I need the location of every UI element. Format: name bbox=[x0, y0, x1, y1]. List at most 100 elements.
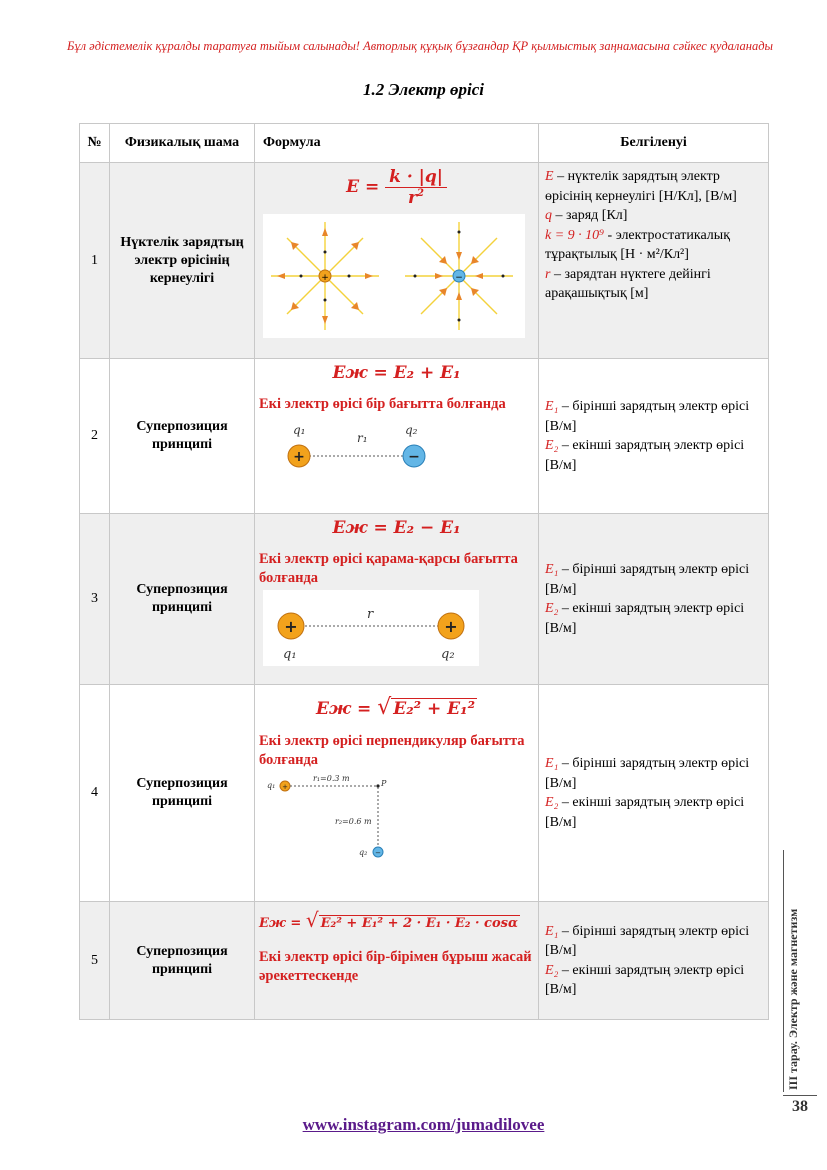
quantity-name: Нүктелік зарядтың электр өрісінің кернеу… bbox=[109, 162, 255, 359]
formula-lhs: Eж = bbox=[259, 916, 302, 931]
notation-cell: E₁ – бірінші зарядтың электр өрісі [В/м]… bbox=[538, 684, 769, 902]
symbol: E₂ bbox=[545, 438, 559, 453]
notation-text: – екінші зарядтың электр өрісі [В/м] bbox=[545, 438, 745, 473]
label-r2: r₂=0.6 m bbox=[335, 817, 372, 826]
label-q2: q₂ bbox=[359, 848, 367, 857]
section-title: 1.2 Электр өрісі bbox=[362, 80, 485, 99]
plus-sign: + bbox=[444, 617, 457, 636]
plus-sign: + bbox=[282, 783, 288, 791]
condition-note: Екі электр өрісі бір бағытта болғанда bbox=[259, 396, 506, 412]
notation-text: - электростатикалық тұрақтылық [Н · м²/К… bbox=[545, 227, 730, 263]
notation-item: E₂ – екінші зарядтың электр өрісі [В/м] bbox=[545, 436, 762, 475]
symbol: E₁ bbox=[545, 756, 559, 771]
formula-difference: Eж = E₂ − E₁ bbox=[332, 518, 461, 538]
row-number: 2 bbox=[79, 358, 110, 514]
formula-lhs: Eж = bbox=[315, 699, 372, 719]
notation-cell: E₁ – бірінші зарядтың электр өрісі [В/м]… bbox=[538, 901, 769, 1020]
notation-text: – заряд [Кл] bbox=[552, 208, 628, 223]
table-row: 3 Суперпозиция принципі Eж = E₂ − E₁ Екі… bbox=[79, 513, 769, 685]
notation-item: E₁ – бірінші зарядтың электр өрісі [В/м] bbox=[545, 397, 762, 436]
page-number: 38 bbox=[783, 1095, 817, 1116]
header-notation: Белгіленуі bbox=[538, 123, 769, 163]
row-number: 1 bbox=[79, 162, 110, 359]
notation-text: – екінші зарядтың электр өрісі [В/м] bbox=[545, 795, 745, 830]
table-row: 2 Суперпозиция принципі Eж = E₂ + E₁ Екі… bbox=[79, 358, 769, 514]
table-header-row: № Физикалық шама Формула Белгіленуі bbox=[79, 123, 769, 163]
row-number: 5 bbox=[79, 901, 110, 1020]
label-q2: q₂ bbox=[405, 423, 418, 437]
formula-lhs: E = bbox=[346, 177, 380, 197]
label-r1: r₁=0.3 m bbox=[313, 774, 350, 783]
notation-item: E₂ – екінші зарядтың электр өрісі [В/м] bbox=[545, 961, 762, 1000]
label-q2: q₂ bbox=[441, 647, 455, 662]
negative-charge-field: − bbox=[405, 222, 513, 330]
notation-text: – бірінші зарядтың электр өрісі [В/м] bbox=[545, 756, 750, 791]
formula-cell: Eж = E₂ − E₁ Екі электр өрісі қарама-қар… bbox=[254, 513, 539, 685]
label-q1: q₁ bbox=[293, 423, 306, 437]
header-formula: Формула bbox=[254, 123, 539, 163]
perpendicular-figure: q₁ + r₁=0.3 m P r₂=0.6 m q₂ − bbox=[267, 774, 387, 858]
header-num: № bbox=[79, 123, 110, 163]
label-q1: q₁ bbox=[267, 781, 275, 790]
side-label: III тарау. Электр және магнетизм bbox=[786, 850, 812, 1090]
field-lines-figure: + bbox=[263, 214, 525, 338]
formula-point-charge: E = k · |q| r2 bbox=[259, 167, 534, 208]
quantity-name: Суперпозиция принципі bbox=[109, 513, 255, 685]
notation-cell: E₁ – бірінші зарядтың электр өрісі [В/м]… bbox=[538, 513, 769, 685]
notation-item: E₁ – бірінші зарядтың электр өрісі [В/м] bbox=[545, 922, 762, 961]
notation-item: r – зарядтан нүктеге дейінгі арақашықтық… bbox=[545, 265, 762, 304]
chapter-label: III тарау. Электр және магнетизм bbox=[786, 908, 800, 1090]
symbol: r bbox=[545, 266, 551, 282]
minus-sign: − bbox=[455, 273, 463, 283]
plus-sign: + bbox=[293, 449, 305, 465]
label-q1: q₁ bbox=[283, 647, 297, 662]
table-row: 1 Нүктелік зарядтың электр өрісінің керн… bbox=[79, 162, 769, 359]
notation-item: E₂ – екінші зарядтың электр өрісі [В/м] bbox=[545, 599, 762, 638]
den-exp: 2 bbox=[417, 188, 424, 199]
notation-item: k = 9 · 10⁹ - электростатикалық тұрақтыл… bbox=[545, 226, 762, 265]
formula-cell: E = k · |q| r2 bbox=[254, 162, 539, 359]
opposite-direction-figure: r + + q₁ q₂ bbox=[263, 590, 479, 666]
symbol: E₂ bbox=[545, 795, 559, 810]
quantity-name: Суперпозиция принципі bbox=[109, 684, 255, 902]
notation-cell: E₁ – бірінші зарядтың электр өрісі [В/м]… bbox=[538, 358, 769, 514]
minus-sign: − bbox=[408, 449, 420, 465]
notation-text: – зарядтан нүктеге дейінгі арақашықтық [… bbox=[545, 266, 711, 302]
plus-sign: + bbox=[284, 617, 297, 636]
notation-item: E₂ – екінші зарядтың электр өрісі [В/м] bbox=[545, 793, 762, 832]
formula-angle: Eж = √ E₂² + E₁² + 2 · E₁ · E₂ · cosα bbox=[259, 908, 520, 932]
label-r: r bbox=[367, 607, 374, 622]
notation-text: – бірінші зарядтың электр өрісі [В/м] bbox=[545, 562, 750, 597]
formula-fraction: k · |q| r2 bbox=[385, 167, 447, 208]
table-row: 5 Суперпозиция принципі Eж = √ E₂² + E₁² … bbox=[79, 901, 769, 1020]
symbol: E bbox=[545, 169, 554, 184]
label-r: r₁ bbox=[357, 431, 368, 445]
symbol: E₁ bbox=[545, 923, 559, 939]
instagram-link[interactable]: www.instagram.com/jumadilovee bbox=[302, 1115, 545, 1134]
quantity-name: Суперпозиция принципі bbox=[109, 901, 255, 1020]
label-p: P bbox=[380, 779, 387, 788]
formula-cell: Eж = √ E₂² + E₁² + 2 · E₁ · E₂ · cosα Екі… bbox=[254, 901, 539, 1020]
same-direction-figure: q₁ r₁ q₂ + − bbox=[287, 423, 426, 468]
notation-item: E – нүктелік зарядтың электр өрісінің ке… bbox=[545, 167, 762, 206]
symbol: E₁ bbox=[545, 399, 559, 414]
notation-item: E₁ – бірінші зарядтың электр өрісі [В/м] bbox=[545, 560, 762, 599]
symbol: k = 9 · 10⁹ bbox=[545, 227, 605, 243]
symbol: E₁ bbox=[545, 562, 559, 577]
side-divider bbox=[783, 850, 784, 1092]
notation-text: – нүктелік зарядтың электр өрісінің керн… bbox=[545, 169, 737, 204]
notation-cell: E – нүктелік зарядтың электр өрісінің ке… bbox=[538, 162, 769, 359]
positive-charge-field: + bbox=[271, 222, 379, 330]
footer: www.instagram.com/jumadilovee bbox=[0, 1115, 827, 1135]
plus-sign: + bbox=[321, 273, 329, 283]
notation-item: E₁ – бірінші зарядтың электр өрісі [В/м] bbox=[545, 754, 762, 793]
formula-perpendicular: Eж = √ E₂² + E₁² bbox=[315, 695, 478, 720]
formula-table: № Физикалық шама Формула Белгіленуі 1 Нү… bbox=[79, 123, 769, 1020]
notation-text: – екінші зарядтың электр өрісі [В/м] bbox=[545, 962, 745, 998]
minus-sign: − bbox=[375, 849, 381, 857]
row-number: 4 bbox=[79, 684, 110, 902]
condition-note: Екі электр өрісі бір-бірімен бұрыш жасай… bbox=[259, 949, 532, 984]
notation-text: – бірінші зарядтың электр өрісі [В/м] bbox=[545, 399, 750, 434]
symbol: q bbox=[545, 208, 552, 223]
condition-note: Екі электр өрісі перпендикуляр бағытта б… bbox=[259, 733, 525, 768]
